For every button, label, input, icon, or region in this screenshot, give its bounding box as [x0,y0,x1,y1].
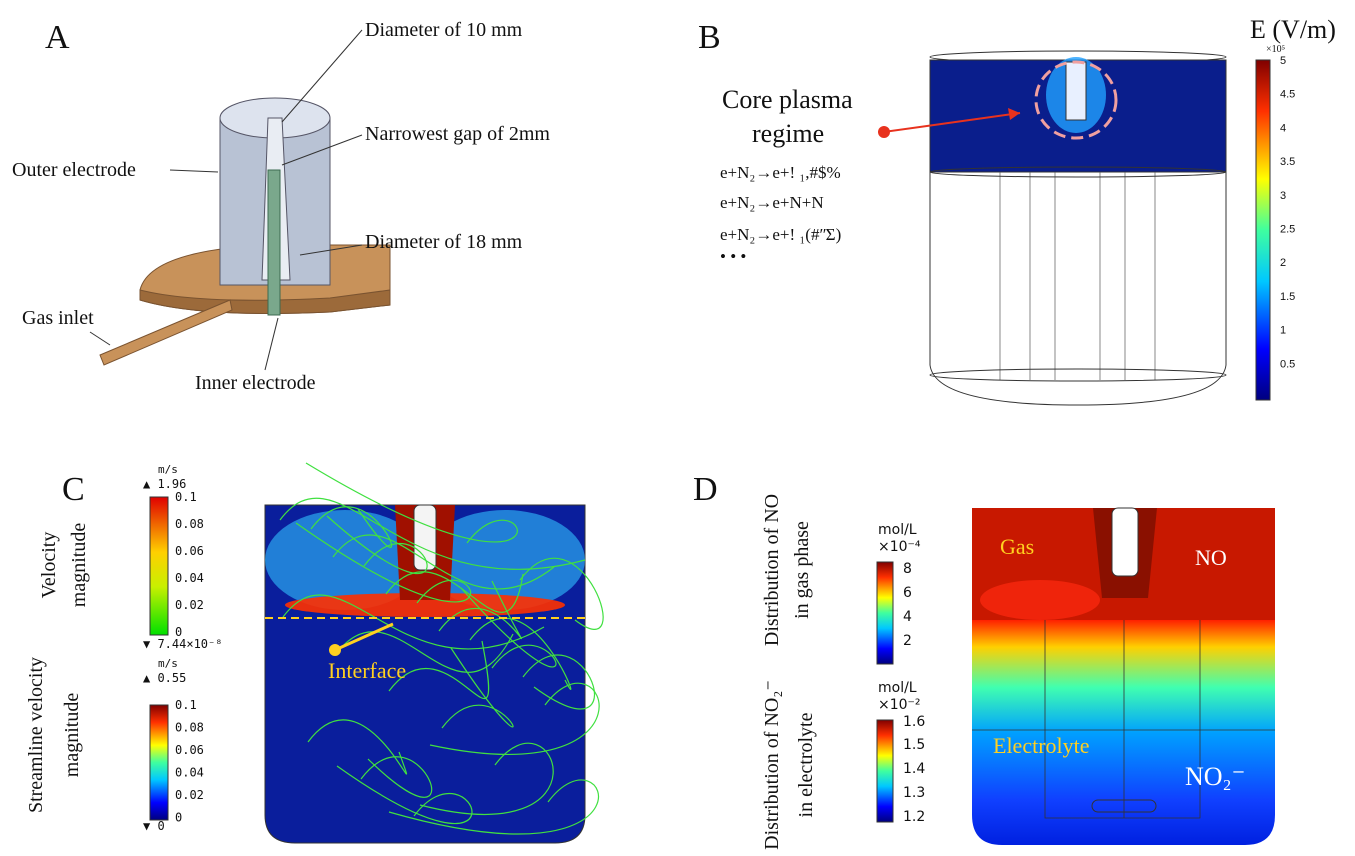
colorbar-multiplier: ×10⁻² [878,697,921,713]
colorbar-unit: m/s [158,463,178,476]
gas-hot [980,580,1100,620]
axis-title: in electrolyte [795,712,817,817]
colorbar-unit: mol/L [878,680,917,696]
colorbar-max: ▲ 0.55 [143,671,186,685]
panel-label: B [698,19,721,56]
axis-title: magnitude [61,693,83,778]
axis-title: Distribution of NO [761,494,783,646]
annotation: Narrowest gap of 2mm [365,123,550,145]
colorbar-tick-label: 1.4 [903,761,925,777]
electrode-tip [1066,62,1086,120]
axis-title: magnitude [68,523,90,608]
gas-pipe [100,300,232,365]
annotation: Outer electrode [12,159,136,181]
inner-electrode [268,170,280,315]
colorbar-tick-label: 4 [903,609,912,625]
callout: regime [752,119,824,148]
colorbar-tick-label: 1 [1280,325,1286,337]
colorbar-tick-label: 1.6 [903,714,925,730]
colorbar-tick-label: 1.5 [903,737,925,753]
colorbar-tick-label: 4.5 [1280,89,1295,101]
colorbar-tick-label: 0.06 [175,544,204,558]
colorbar-tick-label: 0.06 [175,743,204,757]
colorbar-tick-label: 6 [903,585,912,601]
colorbar [877,562,893,664]
leader-line [90,332,110,345]
colorbar-unit: m/s [158,657,178,670]
callout: Core plasma [722,85,853,114]
colorbar-tick-label: 2 [903,633,912,649]
colorbar-multiplier: ×10⁻⁴ [878,539,921,555]
colorbar-tick-label: 0.04 [175,766,204,780]
region-label: NO₂⁻ [1185,762,1245,791]
leader-line [170,170,218,172]
colorbar-multiplier: ×10⁵ [1266,44,1285,55]
axis-title: Streamline velocity [25,657,47,813]
colorbar-tick-label: 3 [1280,190,1286,202]
reaction: e+N₂→e+! ₁(#ʺΣ) [720,225,841,244]
colorbar-tick-label: 0.02 [175,788,204,802]
figure: A Diameter of 10 mm Narrowest gap of 2mm Di… [0,0,1355,856]
reaction: e+N₂→e+! ₁,#$% [720,163,841,182]
colorbar-tick-label: 1.5 [1280,291,1295,303]
panel-label: C [62,471,85,508]
annotation: Inner electrode [195,372,316,394]
panel-label: D [693,471,718,508]
vessel-outline [930,172,1226,405]
axis-title: in gas phase [791,521,813,619]
colorbar-tick-label: 0.5 [1280,358,1295,370]
axis-title: Velocity [38,532,60,599]
annotation: Diameter of 18 mm [365,231,523,253]
region-label: Gas [1000,534,1034,559]
annotation: Gas inlet [22,307,94,329]
colorbar-tick-label: 0 [175,811,182,825]
colorbar-tick-label: 0.08 [175,517,204,531]
colorbar-min: ▼ 0 [143,819,165,833]
colorbar-tick-label: 2 [1280,257,1286,269]
panel-label: A [45,19,70,56]
reaction: • • • [720,247,746,266]
outline [930,369,1226,381]
colorbar-min: ▼ 7.44×10⁻⁸ [143,637,222,651]
colorbar-max: ▲ 1.96 [143,477,186,491]
colorbar-tick-label: 0.02 [175,598,204,612]
region-label: NO [1195,545,1227,570]
region-label: Electrolyte [993,733,1090,758]
leader-line [265,318,278,370]
colorbar-tick-label: 1.2 [903,809,925,825]
colorbar-tick-label: 2.5 [1280,224,1295,236]
electrode [1112,508,1138,576]
colorbar [150,705,168,820]
colorbar-tick-label: 0.08 [175,721,204,735]
colorbar [877,720,893,822]
annotation: Diameter of 10 mm [365,19,523,41]
colorbar-tick-label: 0.1 [175,490,197,504]
colorbar-tick-label: 5 [1280,55,1286,67]
colorbar-tick-label: 0.04 [175,571,204,585]
colorbar-tick-label: 4 [1280,122,1286,134]
colorbar [150,497,168,635]
colorbar-tick-label: 8 [903,561,912,577]
axis-title: Distribution of NO₂⁻ [761,680,783,850]
colorbar-tick-label: 1.3 [903,785,925,801]
colorbar-unit: mol/L [878,522,917,538]
colorbar-tick-label: 3.5 [1280,156,1295,168]
reaction: e+N₂→e+N+N [720,193,824,212]
colorbar-title: E (V/m) [1250,15,1336,44]
colorbar [1256,60,1270,400]
colorbar-tick-label: 0.1 [175,698,197,712]
annotation: Interface [328,658,406,683]
